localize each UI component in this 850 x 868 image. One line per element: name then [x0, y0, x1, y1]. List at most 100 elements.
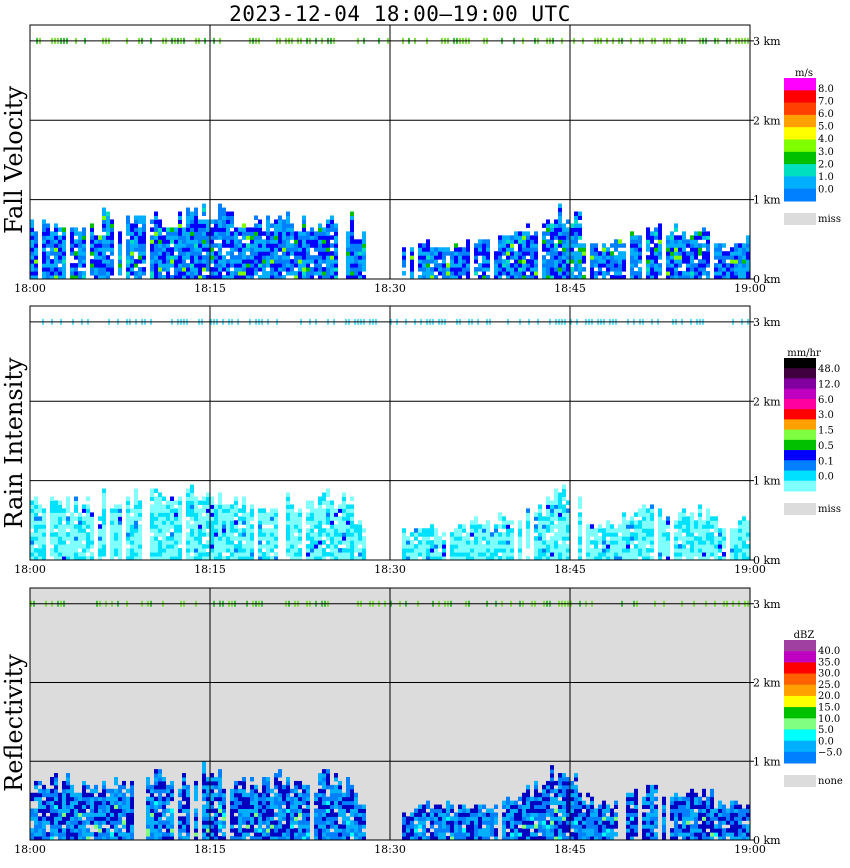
reflectivity-colorbar-swatch — [784, 640, 816, 652]
rain-intensity-colorbar-swatch — [784, 429, 816, 441]
rain-intensity-y-tick: 3 km — [753, 316, 781, 329]
fall-velocity-colorbar-unit: m/s — [795, 68, 813, 79]
fall-velocity-colorbar-swatch — [784, 151, 816, 165]
fall-velocity-colorbar-label: 6.0 — [818, 109, 834, 120]
rain-intensity-colorbar-swatch — [784, 450, 816, 461]
reflectivity-colorbar-swatch — [784, 718, 816, 730]
rain-intensity-colorbar-swatch — [784, 460, 816, 472]
rain-intensity-y-tick: 2 km — [753, 395, 781, 408]
fall-velocity-echo-cells — [30, 203, 750, 280]
rain-intensity-colorbar-swatch — [784, 358, 816, 369]
fall-velocity-x-tick: 18:00 — [14, 282, 46, 295]
reflectivity-x-tick: 18:15 — [194, 843, 226, 856]
fall-velocity-colorbar-miss-swatch — [784, 213, 816, 225]
rain-intensity-colorbar-label: 6.0 — [818, 395, 834, 406]
fall-velocity-colorbar-swatch — [784, 102, 816, 116]
reflectivity-colorbar-swatch — [784, 695, 816, 708]
reflectivity-y-tick: 1 km — [753, 755, 781, 768]
rain-intensity-colorbar-unit: mm/hr — [787, 348, 821, 359]
fall-velocity-x-tick: 19:00 — [734, 282, 766, 295]
fall-velocity-x-tick: 18:45 — [554, 282, 586, 295]
rain-intensity-colorbar-label: 0.0 — [818, 472, 834, 483]
reflectivity-x-tick: 19:00 — [734, 843, 766, 856]
rain-intensity-colorbar-swatch — [784, 378, 816, 390]
fall-velocity-colorbar-swatch — [784, 114, 816, 128]
fall-velocity-colorbar-label: 8.0 — [818, 84, 834, 95]
fall-velocity-y-tick: 0 km — [753, 273, 781, 286]
rain-intensity-colorbar-swatch — [784, 368, 816, 379]
rain-intensity-colorbar-label: 0.1 — [818, 456, 834, 467]
reflectivity-colorbar-swatch — [784, 684, 816, 697]
fall-velocity-colorbar-label: miss — [818, 214, 841, 225]
reflectivity-colorbar-label: 35.0 — [818, 657, 840, 668]
reflectivity-colorbar-swatch — [784, 662, 816, 675]
reflectivity-colorbar-swatch — [784, 651, 816, 663]
fall-velocity-y-tick: 1 km — [753, 194, 781, 207]
fall-velocity-colorbar-label: 7.0 — [818, 97, 834, 108]
rain-intensity-colorbar-swatch — [784, 398, 816, 410]
rain-intensity-colorbar-miss-swatch — [784, 503, 816, 515]
reflectivity-y-tick: 0 km — [753, 834, 781, 847]
fall-velocity-colorbar-label: 4.0 — [818, 134, 834, 145]
rain-intensity-echo-cells — [30, 484, 750, 561]
fall-velocity-colorbar-swatch — [784, 188, 816, 202]
rain-intensity-colorbar-label: 48.0 — [818, 364, 840, 375]
rain-intensity-y-tick: 1 km — [753, 475, 781, 488]
fall-velocity-colorbar-swatch — [784, 139, 816, 153]
rain-intensity-x-tick: 19:00 — [734, 563, 766, 576]
fall-velocity-colorbar-label: 0.0 — [818, 184, 834, 195]
reflectivity-colorbar-label: −5.0 — [818, 748, 842, 759]
rain-intensity-colorbar-label: miss — [818, 504, 841, 515]
reflectivity-x-tick: 18:00 — [14, 843, 46, 856]
reflectivity-echo-cells — [30, 761, 750, 841]
chart-title: 2023-12-04 18:00–19:00 UTC — [229, 2, 571, 26]
reflectivity-colorbar-label: 40.0 — [818, 646, 840, 657]
reflectivity-colorbar-label: 15.0 — [818, 703, 840, 714]
rain-intensity-x-tick: 18:45 — [554, 563, 586, 576]
fall-velocity-y-tick: 2 km — [753, 114, 781, 127]
reflectivity-colorbar-label: none — [818, 776, 843, 787]
fall-velocity-colorbar-swatch — [784, 90, 816, 104]
rain-intensity-x-tick: 18:30 — [374, 563, 406, 576]
rain-intensity-colorbar-swatch — [784, 419, 816, 431]
fall-velocity-colorbar-label: 3.0 — [818, 147, 834, 158]
fall-velocity-x-tick: 18:15 — [194, 282, 226, 295]
fall-velocity-x-tick: 18:30 — [374, 282, 406, 295]
rain-intensity-colorbar-swatch — [784, 480, 816, 492]
fall-velocity-colorbar-swatch — [784, 78, 816, 91]
rain-intensity-colorbar-label: 3.0 — [818, 410, 834, 421]
rain-intensity-x-tick: 18:15 — [194, 563, 226, 576]
reflectivity-x-tick: 18:45 — [554, 843, 586, 856]
reflectivity-colorbar-swatch — [784, 707, 816, 719]
rain-intensity-colorbar-swatch — [784, 409, 816, 420]
fall-velocity-colorbar-label: 2.0 — [818, 159, 834, 170]
fall-velocity-frame — [29, 24, 751, 280]
reflectivity-colorbar-label: 5.0 — [818, 725, 834, 736]
reflectivity-colorbar-label: 20.0 — [818, 691, 840, 702]
rain-intensity-colorbar-swatch — [784, 470, 816, 482]
reflectivity-colorbar-swatch — [784, 740, 816, 753]
rain-intensity-colorbar-label: 1.5 — [818, 426, 834, 437]
reflectivity-colorbar-unit: dBZ — [794, 630, 815, 641]
reflectivity-colorbar-label: 10.0 — [818, 714, 840, 725]
fall-velocity-colorbar-label: 5.0 — [818, 122, 834, 133]
reflectivity-y-tick: 2 km — [753, 677, 781, 690]
fall-velocity-colorbar-swatch — [784, 127, 816, 140]
rain-intensity-colorbar-swatch — [784, 388, 816, 400]
rain-intensity-x-tick: 18:00 — [14, 563, 46, 576]
reflectivity-x-tick: 18:30 — [374, 843, 406, 856]
reflectivity-frame — [29, 587, 751, 841]
fall-velocity-y-tick: 3 km — [753, 35, 781, 48]
rain-intensity-colorbar-label: 12.0 — [818, 379, 840, 390]
rain-intensity-colorbar-swatch — [784, 439, 816, 451]
reflectivity-colorbar-label: 25.0 — [818, 680, 840, 691]
fall-velocity-colorbar-label: 1.0 — [818, 172, 834, 183]
rain-intensity-colorbar-label: 0.5 — [818, 441, 834, 452]
rain-intensity-y-tick: 0 km — [753, 554, 781, 567]
fall-velocity-colorbar-swatch — [784, 176, 816, 190]
reflectivity-colorbar-swatch — [784, 673, 816, 686]
reflectivity-colorbar-label: 30.0 — [818, 669, 840, 680]
reflectivity-colorbar-label: 0.0 — [818, 736, 834, 747]
rain-intensity-frame — [29, 305, 751, 561]
